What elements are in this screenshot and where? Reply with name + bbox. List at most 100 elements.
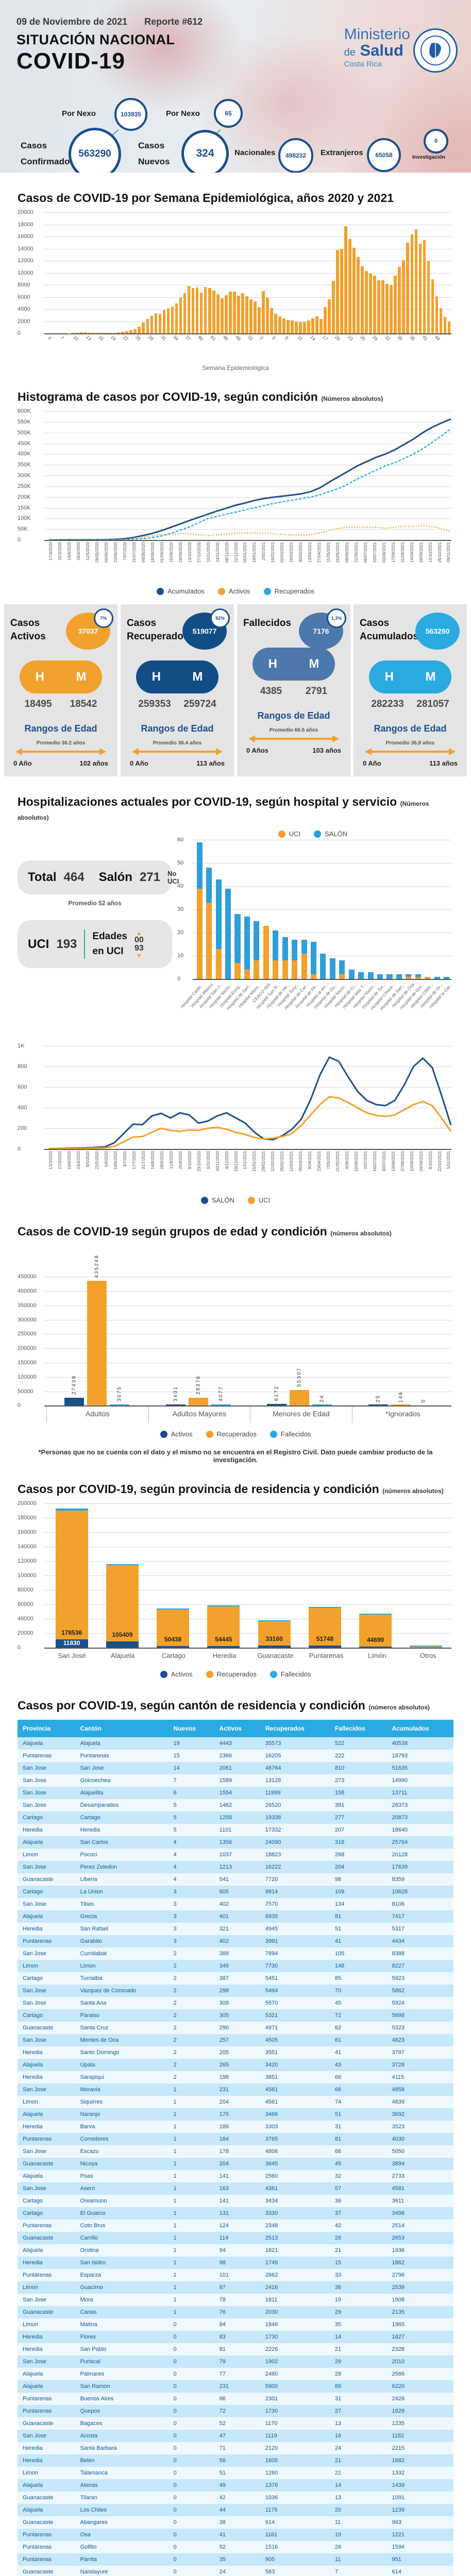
- hm-values: 282233 281057: [365, 699, 456, 710]
- table-row: Puntarenas Golfito 0 52 1516 26 1594: [18, 2541, 453, 2554]
- table-cell: Guanacaste: [18, 2022, 75, 2035]
- confirmados-l1: Casos: [21, 141, 47, 150]
- bar-slot: [426, 212, 430, 333]
- x-slot: 24/09/2021: [416, 1149, 426, 1189]
- bar-slot: [158, 212, 162, 333]
- age-range: 0 Años 103 años: [246, 747, 341, 754]
- bar-slot: [340, 212, 344, 333]
- x-slot: 35: [395, 333, 403, 347]
- bar-slot: [257, 212, 261, 333]
- table-cell: San Carlos: [75, 1836, 169, 1849]
- table-cell: 0: [168, 2368, 214, 2381]
- bar-slot: [331, 212, 335, 333]
- table-cell: La Union: [75, 1886, 169, 1899]
- table-cell: 2030: [260, 2306, 330, 2319]
- table-row: Heredia San Rafael 3 321 4945 51 5317: [18, 1923, 453, 1936]
- table-cell: 42: [329, 2219, 387, 2232]
- promedio-label: Promedio 36.4 años: [153, 740, 202, 747]
- gridline: [44, 1405, 451, 1407]
- table-cell: 13: [329, 2492, 387, 2504]
- table-cell: 78: [214, 2294, 260, 2307]
- x-tick-label: 12/10/2021: [428, 542, 433, 563]
- x-slot: [254, 333, 258, 347]
- x-axis: 17/3/2020 31/3/2020 14/4/2020 28/4/2020 12/5…: [46, 540, 453, 580]
- table-cell: 48764: [260, 1762, 330, 1775]
- x-tick-label: 19/01/2021: [252, 542, 257, 563]
- table-cell: 6220: [386, 2380, 453, 2393]
- x-tick-label: 22/06/2021: [354, 542, 359, 563]
- bar: [402, 260, 406, 333]
- table-row: Limon Guacimo 1 87 2416 36 2539: [18, 2281, 453, 2294]
- chart-semana-title: Casos de COVID-19 por Semana Epidemiológ…: [18, 191, 394, 205]
- bar-slot: [377, 212, 381, 333]
- legend-label: Fallecidos: [280, 1670, 311, 1679]
- bar-slot: [75, 212, 79, 333]
- table-cell: Cartago: [18, 2009, 75, 2022]
- bar-slot: [278, 212, 282, 333]
- bar: [195, 287, 199, 333]
- x-axis: 13/3/2020 27/3/2020 10/4/2020 24/4/2020 8/5/…: [46, 1149, 453, 1189]
- x-slot: [379, 333, 383, 347]
- bar-recuperados: [157, 1609, 190, 1646]
- gridline: [44, 273, 451, 274]
- table-cell: 1: [168, 2083, 214, 2096]
- bar-uci: [273, 960, 279, 979]
- m-value: 2791: [305, 685, 328, 697]
- table-cell: 16: [329, 2430, 387, 2443]
- x-tick-label: 03/08/2021: [381, 542, 386, 563]
- x-slot: Hospital la Cat...: [428, 979, 453, 1030]
- bar: [319, 318, 323, 333]
- bar-slot: [100, 212, 104, 333]
- x-slot: 17: [321, 333, 329, 347]
- table-cell: 79: [214, 2355, 260, 2368]
- table-cell: 4505: [260, 2034, 330, 2047]
- table-cell: 83: [214, 2331, 260, 2344]
- legend-dot-icon: [270, 1670, 277, 1678]
- bar-slot: [327, 212, 331, 333]
- x-slot: [337, 333, 341, 347]
- bar-slot: [439, 212, 443, 333]
- table-cell: San Jose: [18, 2145, 75, 2158]
- table-row: San Jose Vazquez de Coronado 2 298 5494 70 586…: [18, 1985, 453, 1997]
- table-row: Limon Limon 2 349 7730 148 8227: [18, 1960, 453, 1973]
- table-cell: 1221: [386, 2529, 453, 2541]
- bar-slot: [410, 212, 414, 333]
- table-cell: Palmares: [75, 2368, 169, 2381]
- bar-slot: [112, 212, 116, 333]
- y-tick-label: 100K: [18, 515, 31, 522]
- bar-salon: [358, 972, 364, 979]
- table-cell: 1175: [260, 2504, 330, 2517]
- table-cell: Mora: [75, 2294, 169, 2307]
- table-cell: 14: [168, 1762, 214, 1775]
- x-slot: 12/10/2021: [426, 540, 435, 580]
- x-slot: 12/5/2020: [83, 540, 93, 580]
- x-slot: 29/01/2021: [259, 1149, 268, 1189]
- bar: [199, 293, 203, 333]
- table-cell: 20128: [386, 1849, 453, 1861]
- table-row: Cartago Cartago 5 1258 19338 277 20873: [18, 1811, 453, 1824]
- bar-value-label: 25: [375, 1395, 381, 1403]
- canton-table: Provincia Cantón Nuevos Activos Recuperados F…: [18, 1720, 453, 2576]
- x-slot: [175, 333, 179, 347]
- y-tick-label: 50000: [18, 1388, 33, 1395]
- table-cell: 3: [168, 1923, 214, 1936]
- nacionales-value: 498232: [278, 138, 313, 173]
- table-cell: 19: [329, 2529, 387, 2541]
- summary-card-recuperados: Casos Recuperados 519077 92% H M 259353 259724 R…: [121, 604, 234, 777]
- bar-slot: [364, 212, 368, 333]
- table-cell: 3645: [260, 2158, 330, 2171]
- table-cell: 141: [214, 2170, 260, 2183]
- bar: [125, 331, 129, 333]
- x-tick-label: 04/08/2020: [141, 542, 146, 563]
- table-cell: Puntarenas: [18, 2553, 75, 2566]
- table-cell: Alajuelita: [75, 1787, 169, 1800]
- x-tick-label: 23/06/2020: [113, 542, 119, 563]
- table-cell: San Jose: [18, 1861, 75, 1874]
- h-label: H: [152, 670, 161, 684]
- bar-slot: [401, 212, 406, 333]
- chart-hosp-bars: 60 50 40 30 20 10 0 Hospital Calde... Hospital M…: [177, 837, 453, 1030]
- bar: [220, 298, 224, 333]
- bar-slot: [183, 212, 187, 333]
- x-tick-label: 28/4/2020: [76, 542, 81, 561]
- bar-salon: [444, 976, 450, 979]
